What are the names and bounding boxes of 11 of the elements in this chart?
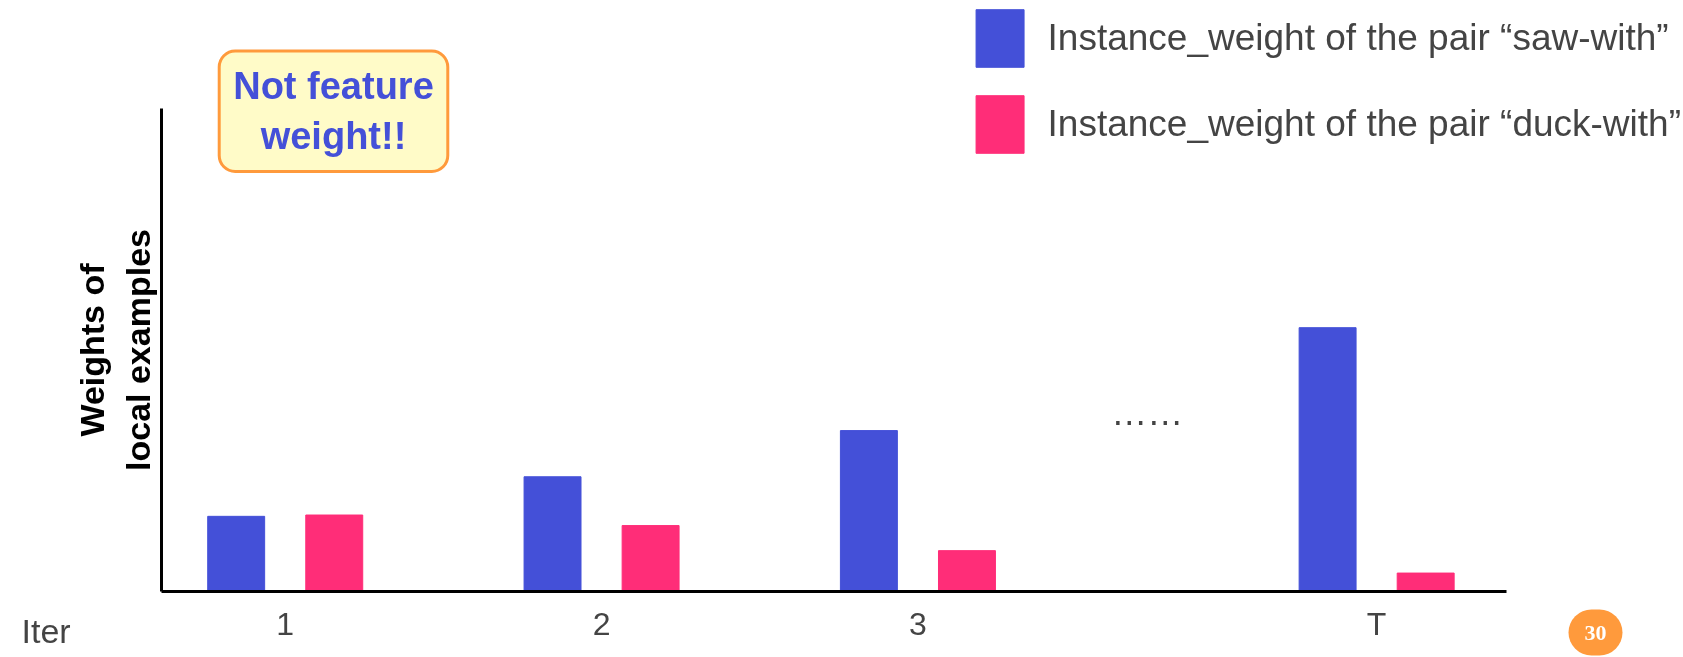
x-tick-label: 2 — [592, 605, 611, 642]
y-axis-title: Weights of local examples — [72, 229, 157, 471]
text: 30 — [1584, 619, 1607, 645]
x-tick-label: 3 — [909, 605, 927, 642]
x-axis-title: Iter — [21, 611, 71, 650]
annotation: …… — [1111, 392, 1184, 434]
legend-label: Instance_weight of the pair “duck-with” — [1047, 103, 1681, 145]
x-tick-label: 1 — [276, 605, 295, 642]
legend-label: Instance_weight of the pair “saw-with” — [1047, 17, 1669, 59]
text: Not feature weight!! — [233, 65, 434, 158]
x-tick-label: T — [1366, 605, 1387, 642]
